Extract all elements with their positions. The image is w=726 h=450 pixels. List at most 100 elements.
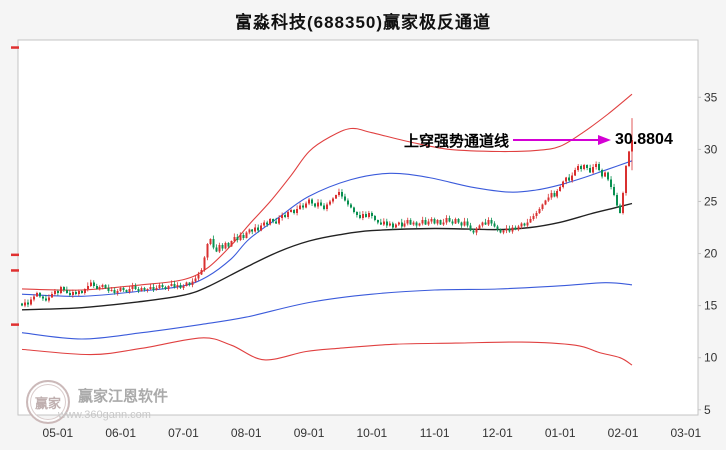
candle-body xyxy=(442,222,445,225)
candle-body xyxy=(349,204,352,208)
candle-body xyxy=(167,285,170,289)
candle-body xyxy=(493,223,496,227)
candle-body xyxy=(451,221,454,224)
candle-body xyxy=(553,193,556,197)
life-line xyxy=(21,202,633,311)
candle-body xyxy=(155,287,158,290)
candle-body xyxy=(625,166,628,194)
candle-body xyxy=(577,166,580,171)
candle-body xyxy=(457,219,460,223)
candle-body xyxy=(257,227,260,231)
candle-body xyxy=(26,302,29,305)
candle-body xyxy=(427,221,430,225)
candle-body xyxy=(290,209,293,212)
candle-body xyxy=(143,287,146,290)
candle-body xyxy=(263,222,266,226)
candle-body xyxy=(218,245,221,252)
candle-body xyxy=(613,186,616,196)
candle-body xyxy=(164,286,167,289)
candle-body xyxy=(197,274,200,279)
candle-body xyxy=(236,236,239,240)
candle-body xyxy=(311,199,314,204)
candle-body xyxy=(484,222,487,225)
candle-body xyxy=(275,221,278,224)
candle-body xyxy=(550,193,553,198)
candle-body xyxy=(574,170,577,176)
candle-body xyxy=(134,285,137,289)
candle-body xyxy=(296,208,299,213)
candle-body xyxy=(89,282,92,286)
candle-body xyxy=(445,218,448,223)
candle-body xyxy=(388,223,391,226)
candle-body xyxy=(32,296,35,300)
candle-body xyxy=(320,202,323,206)
left-axis-tick xyxy=(11,323,19,326)
candle-body xyxy=(370,212,373,217)
candle-body xyxy=(221,245,224,249)
candle-body xyxy=(364,213,367,218)
candle-body xyxy=(337,192,340,196)
candle-body xyxy=(308,199,311,204)
candle-body xyxy=(520,223,523,227)
candle-body xyxy=(41,296,44,299)
y-axis-label: 20 xyxy=(704,247,718,261)
candle-body xyxy=(104,284,107,288)
candle-body xyxy=(547,197,550,201)
y-axis-label: 35 xyxy=(704,90,718,104)
x-axis-label: 12-01 xyxy=(482,426,513,440)
candle-body xyxy=(607,172,610,180)
candle-body xyxy=(302,205,305,208)
candle-body xyxy=(65,290,68,294)
candle-body xyxy=(367,212,370,218)
x-axis-label: 10-01 xyxy=(357,426,388,440)
y-axis-label: 5 xyxy=(704,403,711,417)
candle-body xyxy=(269,219,272,225)
candle-body xyxy=(146,288,149,290)
candle-body xyxy=(176,284,179,287)
candle-body xyxy=(472,230,475,233)
candle-body xyxy=(478,225,481,229)
candle-body xyxy=(206,244,209,258)
candle-body xyxy=(161,284,164,287)
candle-body xyxy=(227,243,230,247)
candle-body xyxy=(242,234,245,238)
candle-body xyxy=(209,238,212,245)
candle-body xyxy=(21,303,23,306)
candle-body xyxy=(77,291,80,295)
candle-body xyxy=(278,218,281,224)
candle-body xyxy=(430,219,433,222)
candle-body xyxy=(131,285,134,289)
breakout-annotation: 上穿强势通道线 30.8804 xyxy=(404,131,673,150)
candle-body xyxy=(523,223,526,226)
y-axis-label: 10 xyxy=(704,351,718,365)
candle-body xyxy=(194,278,197,282)
candle-body xyxy=(230,241,233,247)
candle-body xyxy=(35,293,38,297)
candle-body xyxy=(619,205,622,213)
x-axis-label: 02-01 xyxy=(608,426,639,440)
candle-body xyxy=(487,220,490,225)
candle-body xyxy=(466,221,469,226)
candle-body xyxy=(601,170,604,177)
candle-body xyxy=(314,203,317,207)
page-title: 富淼科技(688350)赢家极反通道 xyxy=(234,13,492,32)
candle-body xyxy=(284,215,287,218)
candle-body xyxy=(460,222,463,226)
candle-body xyxy=(110,290,113,292)
candle-body xyxy=(317,202,320,207)
candle-body xyxy=(140,287,143,292)
candle-body xyxy=(481,222,484,226)
candle-body xyxy=(514,227,517,230)
candle-body xyxy=(346,200,349,205)
candle-body xyxy=(505,228,508,231)
candle-body xyxy=(113,290,116,294)
candle-body xyxy=(448,218,451,222)
candle-body xyxy=(358,215,361,219)
candle-body xyxy=(628,151,631,167)
candle-body xyxy=(406,220,409,224)
candle-body xyxy=(622,193,625,213)
candle-body xyxy=(352,207,355,212)
x-axis-label: 11-01 xyxy=(420,426,450,440)
x-axis-label: 06-01 xyxy=(105,426,136,440)
candle-body xyxy=(433,219,436,224)
